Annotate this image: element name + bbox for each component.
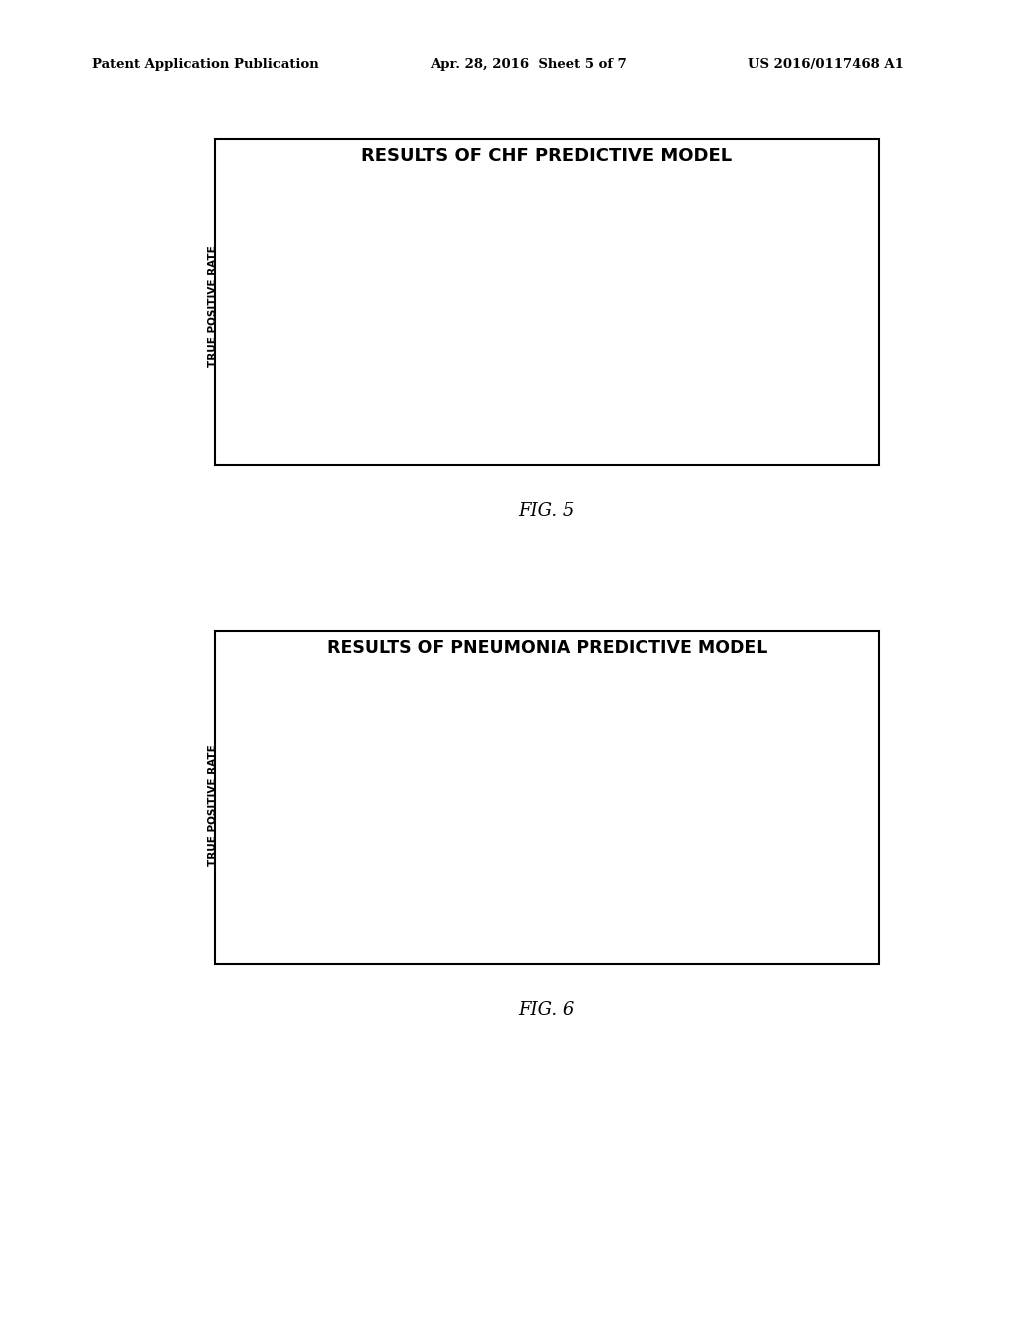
Legend: OUR MODEL: OUR MODEL: [425, 909, 517, 927]
Y-axis label: TRUE POSITIVE RATE: TRUE POSITIVE RATE: [208, 744, 218, 866]
Y-axis label: LIFT: LIFT: [536, 793, 546, 817]
Title: ROC FOR PNEUMO PQI PREDICTION: ROC FOR PNEUMO PQI PREDICTION: [282, 667, 486, 676]
X-axis label: FALSE POSITIVE RATE: FALSE POSITIVE RATE: [321, 954, 447, 965]
Text: Patent Application Publication: Patent Application Publication: [92, 58, 318, 71]
Y-axis label: LIFT: LIFT: [536, 294, 546, 318]
Text: US 2016/0117468 A1: US 2016/0117468 A1: [748, 58, 903, 71]
Title: LIFT FOR CHF PQI PREDICTION: LIFT FOR CHF PQI PREDICTION: [620, 168, 798, 177]
Y-axis label: TRUE POSITIVE RATE: TRUE POSITIVE RATE: [208, 246, 218, 367]
Text: FIG. 5: FIG. 5: [518, 502, 575, 520]
Legend: OUR MODEL: OUR MODEL: [750, 684, 842, 701]
Text: RESULTS OF PNEUMONIA PREDICTIVE MODEL: RESULTS OF PNEUMONIA PREDICTIVE MODEL: [327, 639, 767, 657]
Text: FIG. 6: FIG. 6: [518, 1001, 575, 1019]
X-axis label: FRACTION OF VISITS LABELED: FRACTION OF VISITS LABELED: [621, 455, 797, 466]
Text: Apr. 28, 2016  Sheet 5 of 7: Apr. 28, 2016 Sheet 5 of 7: [430, 58, 627, 71]
Legend: OUR MODEL: OUR MODEL: [750, 185, 842, 202]
X-axis label: FALSE POSITIVE RATE: FALSE POSITIVE RATE: [321, 455, 447, 466]
Legend: OUR MODEL: OUR MODEL: [425, 411, 517, 428]
Text: RESULTS OF CHF PREDICTIVE MODEL: RESULTS OF CHF PREDICTIVE MODEL: [361, 147, 732, 165]
Title: LIFT FOR PNEUMO PQI PREDICTION: LIFT FOR PNEUMO PQI PREDICTION: [605, 667, 812, 676]
Title: ROC FOR CHF PQI PREDICTION: ROC FOR CHF PQI PREDICTION: [295, 168, 473, 177]
X-axis label: FRACTION OF VISITS LABELED: FRACTION OF VISITS LABELED: [621, 954, 797, 965]
